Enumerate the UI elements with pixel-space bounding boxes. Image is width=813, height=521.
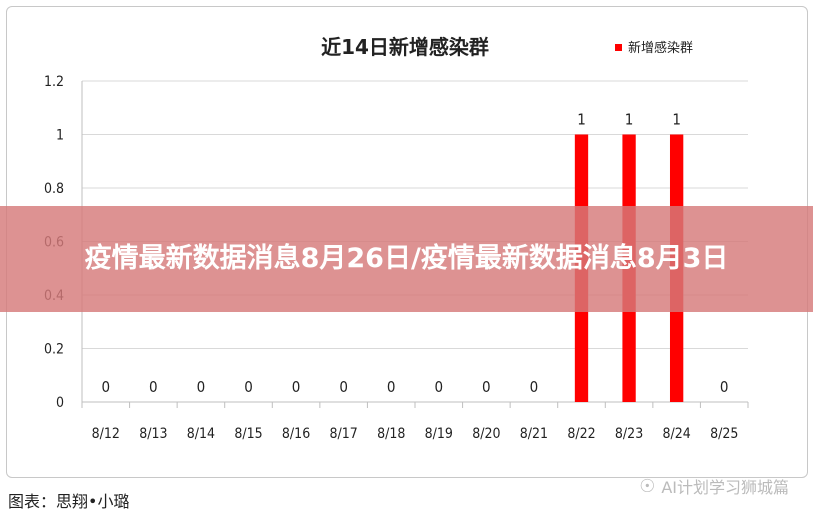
- data-label: 0: [149, 378, 158, 396]
- data-label: 0: [101, 378, 110, 396]
- data-label: 1: [672, 111, 681, 129]
- x-tick-label: 8/14: [187, 426, 215, 442]
- watermark-text: AI计划学习狮城篇: [661, 478, 789, 497]
- y-tick-label: 0: [56, 395, 64, 411]
- headline-banner: 疫情最新数据消息8月26日/疫情最新数据消息8月3日: [0, 206, 813, 312]
- y-tick-label: 0.8: [44, 181, 64, 197]
- data-label: 0: [434, 378, 443, 396]
- chart-title: 近14日新增感染群: [321, 35, 489, 59]
- x-tick-label: 8/20: [472, 426, 500, 442]
- data-label: 0: [197, 378, 206, 396]
- x-tick-label: 8/23: [615, 426, 643, 442]
- legend-swatch: [615, 44, 622, 51]
- data-label: 0: [387, 378, 396, 396]
- x-tick-label: 8/15: [234, 426, 262, 442]
- data-label: 0: [292, 378, 301, 396]
- data-label: 1: [625, 111, 634, 129]
- data-label: 1: [577, 111, 586, 129]
- x-tick-label: 8/25: [710, 426, 738, 442]
- x-tick-label: 8/21: [520, 426, 548, 442]
- chart-caption: 图表：思翔•小璐: [8, 492, 130, 511]
- x-tick-label: 8/22: [567, 426, 595, 442]
- x-tick-label: 8/18: [377, 426, 405, 442]
- x-tick-label: 8/17: [330, 426, 358, 442]
- headline-title: 疫情最新数据消息8月26日/疫情最新数据消息8月3日: [84, 243, 729, 274]
- x-tick-label: 8/12: [92, 426, 120, 442]
- legend: 新增感染群: [615, 40, 693, 56]
- data-label: 0: [720, 378, 729, 396]
- legend-label: 新增感染群: [628, 40, 693, 56]
- y-tick-label: 0.2: [44, 342, 64, 358]
- x-tick-label: 8/16: [282, 426, 310, 442]
- data-label: 0: [244, 378, 253, 396]
- x-tick-label: 8/19: [425, 426, 453, 442]
- wechat-icon: ☉: [639, 475, 656, 497]
- y-tick-label: 1.2: [44, 74, 64, 90]
- watermark: ☉ AI计划学习狮城篇: [639, 474, 789, 498]
- y-tick-label: 1: [56, 128, 64, 144]
- data-label: 0: [482, 378, 491, 396]
- x-tick-label: 8/13: [139, 426, 167, 442]
- x-tick-label: 8/24: [663, 426, 691, 442]
- data-label: 0: [530, 378, 539, 396]
- data-label: 0: [339, 378, 348, 396]
